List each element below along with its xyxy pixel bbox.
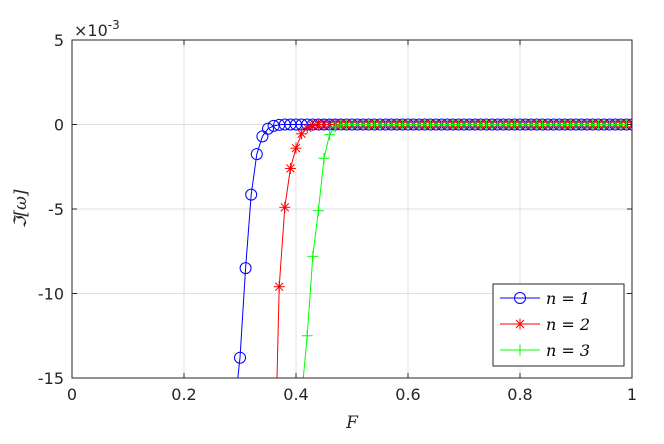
- y-multiplier: ×10-3: [74, 18, 120, 40]
- x-tick-label: 0.2: [171, 385, 196, 404]
- x-tick-label: 0.8: [507, 385, 532, 404]
- series-markers-3: [301, 119, 632, 342]
- data-point: [335, 119, 347, 131]
- legend-entry-1: n = 1: [500, 289, 590, 308]
- series-line-1: [237, 124, 632, 378]
- y-tick-label: 5: [54, 31, 64, 50]
- y-tick-label: -5: [48, 200, 64, 219]
- x-axis-label: F: [345, 413, 359, 433]
- data-point: [250, 148, 263, 161]
- x-tick-label: 0: [67, 385, 77, 404]
- legend-marker: [514, 318, 526, 330]
- y-tick-label: -10: [38, 285, 64, 304]
- data-point: [290, 142, 302, 154]
- data-point: [307, 250, 319, 262]
- data-point: [284, 162, 296, 174]
- y-tick-label: -15: [38, 369, 64, 388]
- legend-marker: [514, 344, 526, 356]
- x-tick-label: 1: [627, 385, 637, 404]
- data-point: [234, 351, 246, 364]
- y-tick-label: 0: [54, 116, 64, 135]
- data-point: [239, 262, 252, 275]
- data-point: [329, 121, 341, 133]
- legend-entry-3: n = 3: [500, 341, 590, 360]
- data-point: [245, 188, 258, 201]
- tick-marks: [71, 39, 633, 379]
- x-tick-labels: 0 0.2 0.4 0.6 0.8 1: [67, 385, 637, 404]
- legend-label: n = 3: [546, 341, 590, 360]
- series-markers: [234, 118, 632, 364]
- legend-entry-2: n = 2: [500, 315, 590, 334]
- data-point: [318, 152, 330, 164]
- y-axis-label: ℑ[ω]: [11, 189, 31, 228]
- data-point: [262, 122, 274, 135]
- data-point: [312, 205, 324, 217]
- y-tick-labels: 5 0 -5 -10 -15: [38, 31, 64, 388]
- data-point: [301, 330, 313, 342]
- legend-label: n = 1: [546, 289, 590, 308]
- legend: n = 1 n = 2 n = 3: [492, 283, 625, 367]
- legend-marker: [514, 292, 526, 304]
- x-tick-label: 0.6: [395, 385, 420, 404]
- data-point: [279, 201, 291, 213]
- data-point: [324, 129, 336, 141]
- x-tick-label: 0.4: [283, 385, 308, 404]
- legend-label: n = 2: [546, 315, 590, 334]
- data-point: [307, 120, 319, 132]
- data-point: [273, 281, 285, 293]
